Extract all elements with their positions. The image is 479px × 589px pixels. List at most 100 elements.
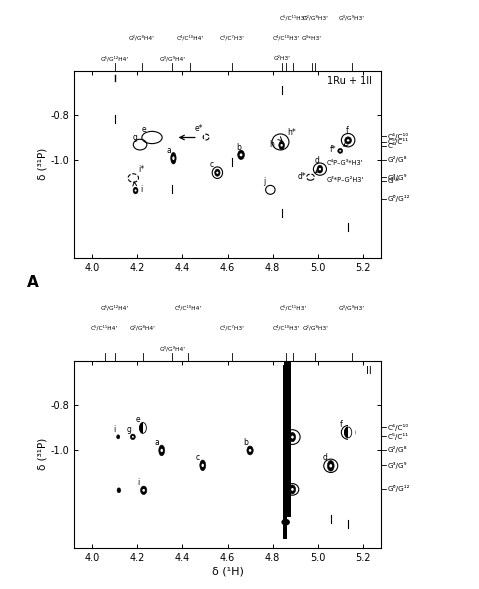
- Ellipse shape: [281, 519, 290, 525]
- Text: II: II: [366, 366, 372, 376]
- Text: C⁴P–G³*H3': C⁴P–G³*H3': [326, 160, 363, 166]
- Ellipse shape: [338, 148, 342, 153]
- Text: G⁶/G¹²H4': G⁶/G¹²H4': [101, 305, 129, 310]
- Text: g: g: [132, 133, 137, 141]
- Text: h: h: [270, 140, 274, 149]
- Text: C⁵/C¹¹: C⁵/C¹¹: [388, 433, 409, 440]
- Ellipse shape: [142, 489, 145, 492]
- Text: A: A: [27, 274, 38, 290]
- Text: G²/G⁸H3': G²/G⁸H3': [303, 325, 329, 331]
- Ellipse shape: [135, 190, 137, 191]
- Text: G³/G⁹H4': G³/G⁹H4': [160, 346, 185, 351]
- Text: C⁵/C¹¹: C⁵/C¹¹: [388, 138, 409, 145]
- Text: C⁴/C¹⁰H3': C⁴/C¹⁰H3': [273, 325, 300, 331]
- Text: e: e: [141, 125, 146, 134]
- Text: C¹/C⁷H3': C¹/C⁷H3': [219, 35, 244, 41]
- Text: G⁶/G¹²H4': G⁶/G¹²H4': [101, 56, 129, 61]
- Ellipse shape: [280, 144, 283, 147]
- Text: G³*P–G²H3': G³*P–G²H3': [326, 177, 364, 183]
- Text: j: j: [284, 476, 286, 485]
- Text: h*: h*: [287, 128, 296, 137]
- Text: G²/G⁸: G²/G⁸: [388, 156, 407, 163]
- Ellipse shape: [240, 153, 242, 156]
- Text: a: a: [155, 438, 160, 447]
- Text: g: g: [126, 425, 131, 434]
- Bar: [143, 417, 150, 439]
- Text: a: a: [167, 145, 171, 155]
- Text: C⁴/C¹⁰H4': C⁴/C¹⁰H4': [174, 305, 202, 310]
- Text: G⁶/G¹²: G⁶/G¹²: [388, 485, 410, 492]
- Ellipse shape: [215, 169, 220, 176]
- Text: C⁴/C¹⁰H3': C⁴/C¹⁰H3': [273, 35, 300, 41]
- Ellipse shape: [279, 141, 285, 150]
- Text: d*: d*: [297, 172, 307, 181]
- Ellipse shape: [159, 445, 165, 456]
- Text: b: b: [243, 438, 248, 447]
- Text: j: j: [263, 177, 266, 186]
- Text: C⁴/C¹⁰H4': C⁴/C¹⁰H4': [177, 35, 204, 41]
- Text: C⁵/C¹¹H3': C⁵/C¹¹H3': [279, 305, 307, 310]
- Text: i: i: [114, 425, 116, 434]
- Text: d: d: [315, 156, 319, 165]
- Text: G³*H3': G³*H3': [302, 36, 322, 41]
- Text: C⁴/C¹⁰: C⁴/C¹⁰: [388, 424, 409, 431]
- Ellipse shape: [216, 171, 218, 174]
- Ellipse shape: [132, 436, 134, 438]
- Text: i: i: [137, 478, 139, 487]
- Text: C⁴: C⁴: [388, 143, 396, 150]
- Ellipse shape: [291, 436, 294, 439]
- Text: e: e: [136, 415, 140, 425]
- Ellipse shape: [139, 422, 147, 434]
- Ellipse shape: [171, 153, 176, 164]
- Bar: [348, 422, 355, 443]
- Ellipse shape: [317, 166, 323, 173]
- Ellipse shape: [345, 137, 352, 144]
- Text: G⁶/G¹²: G⁶/G¹²: [388, 195, 410, 202]
- Ellipse shape: [327, 461, 334, 471]
- Ellipse shape: [319, 168, 321, 170]
- Ellipse shape: [202, 464, 204, 467]
- Ellipse shape: [249, 449, 251, 452]
- Ellipse shape: [344, 427, 352, 438]
- Text: G³/G⁹H3': G³/G⁹H3': [339, 15, 365, 20]
- Ellipse shape: [133, 187, 138, 194]
- Ellipse shape: [116, 435, 120, 439]
- Text: G²/G⁸H4': G²/G⁸H4': [129, 35, 155, 41]
- Ellipse shape: [200, 460, 205, 471]
- Text: b: b: [236, 143, 241, 151]
- Ellipse shape: [117, 488, 121, 493]
- Y-axis label: δ (³¹P): δ (³¹P): [38, 438, 48, 471]
- Bar: [283, 365, 287, 539]
- Text: G³*: G³*: [388, 178, 399, 184]
- Ellipse shape: [130, 434, 136, 439]
- Bar: [284, 349, 291, 517]
- Text: f*: f*: [330, 144, 336, 154]
- Text: i*: i*: [138, 166, 145, 174]
- Text: G³/G⁹: G³/G⁹: [388, 462, 407, 469]
- Ellipse shape: [347, 139, 350, 141]
- Text: C⁵/C¹¹H4': C⁵/C¹¹H4': [91, 325, 118, 331]
- Text: G³/G⁹H3': G³/G⁹H3': [339, 305, 365, 310]
- Text: f: f: [340, 420, 342, 429]
- Ellipse shape: [238, 150, 244, 160]
- Ellipse shape: [289, 485, 296, 494]
- Text: G²/G⁸H3': G²/G⁸H3': [303, 15, 329, 20]
- Text: e*: e*: [194, 124, 203, 134]
- Text: h: h: [283, 424, 287, 434]
- Ellipse shape: [291, 488, 294, 491]
- Text: G²/G⁸H4': G²/G⁸H4': [130, 325, 156, 331]
- Ellipse shape: [160, 449, 163, 452]
- Text: 1Ru + 1II: 1Ru + 1II: [327, 77, 372, 87]
- Text: d: d: [323, 453, 328, 462]
- Ellipse shape: [247, 446, 253, 455]
- Text: C¹/C⁷H3': C¹/C⁷H3': [219, 325, 244, 331]
- Ellipse shape: [339, 150, 341, 151]
- Ellipse shape: [172, 156, 174, 160]
- Ellipse shape: [289, 432, 296, 442]
- Text: C⁵/C¹¹H3': C⁵/C¹¹H3': [279, 15, 307, 20]
- Text: G³/G⁹: G³/G⁹: [388, 174, 407, 181]
- Ellipse shape: [140, 486, 147, 495]
- Text: f: f: [346, 126, 348, 135]
- Text: G³/G⁹H4': G³/G⁹H4': [160, 56, 185, 61]
- Text: G²H3': G²H3': [273, 57, 290, 61]
